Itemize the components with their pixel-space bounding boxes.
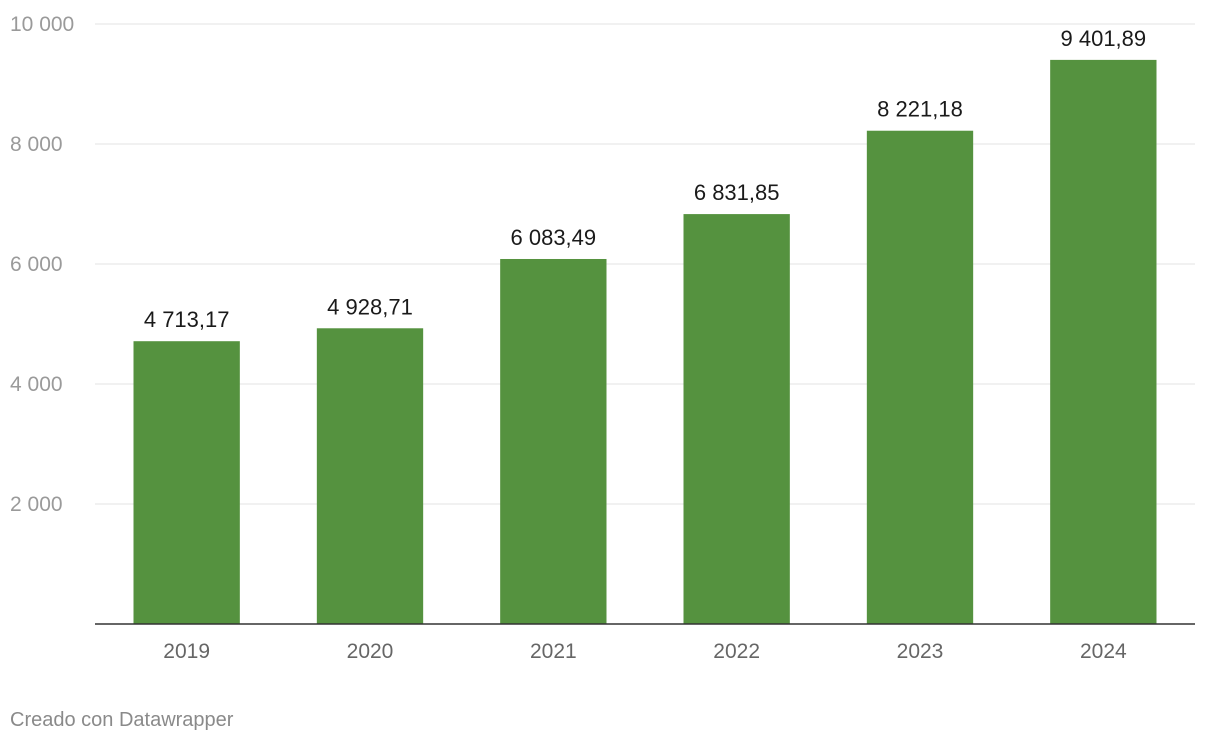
y-axis-ticks: 2 000 4 000 6 000 8 000 10 000 [10,13,74,516]
bar-chart: 2 000 4 000 6 000 8 000 10 000 4 713,17 4 928… [10,13,1195,663]
x-axis-ticks: 2019 2020 2021 2022 2023 2024 [163,640,1127,663]
bars [133,59,1157,625]
bar-value-label: 6 083,49 [511,225,597,250]
x-tick-label: 2020 [347,640,394,663]
bar [133,341,240,624]
footer-credit: Creado con Datawrapper [10,709,234,731]
y-tick-label: 6 000 [10,253,63,276]
bar-value-label: 4 928,71 [327,294,413,319]
x-tick-label: 2022 [713,640,760,663]
bar [866,130,974,625]
x-tick-label: 2019 [163,640,210,663]
data-labels: 4 713,17 4 928,71 6 083,49 6 831,85 8 221,18… [144,26,1146,332]
x-tick-label: 2023 [897,640,944,663]
y-tick-label: 2 000 [10,493,63,516]
bar-value-label: 9 401,89 [1061,26,1147,51]
bar [1050,59,1157,625]
bar-value-label: 4 713,17 [144,307,230,332]
x-tick-label: 2021 [530,640,577,663]
y-tick-label: 8 000 [10,133,63,156]
bar-value-label: 6 831,85 [694,180,780,205]
bar-value-label: 8 221,18 [877,97,963,122]
y-tick-label: 4 000 [10,373,63,396]
grid-lines [95,23,1195,505]
bar [500,258,607,624]
y-tick-label: 10 000 [10,13,74,36]
x-tick-label: 2024 [1080,640,1127,663]
bar [316,328,424,624]
bar [683,214,790,625]
